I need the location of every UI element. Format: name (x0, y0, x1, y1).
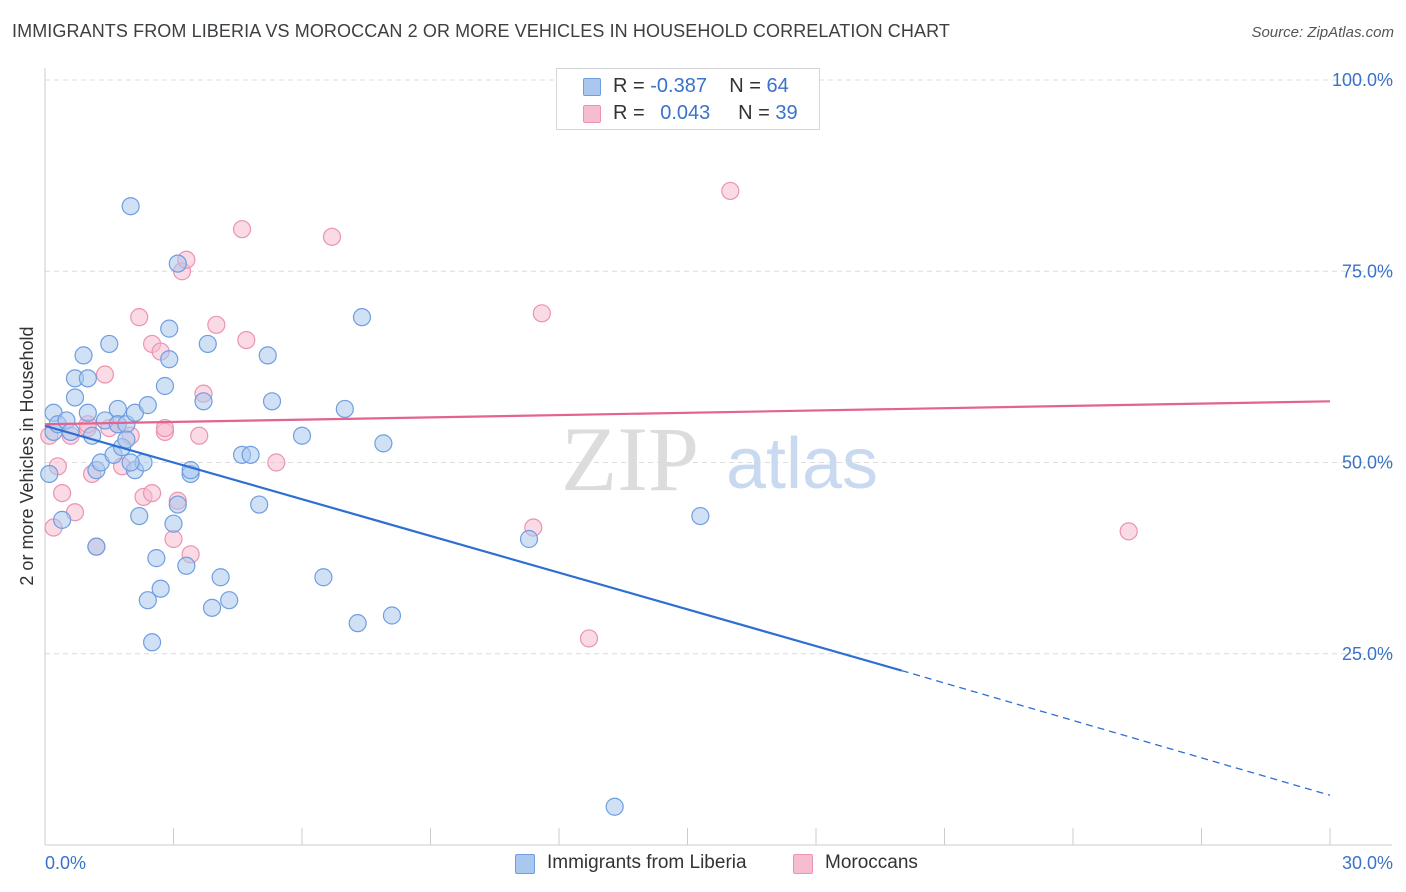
liberia-point (130, 506, 149, 526)
liberia-point (168, 254, 187, 273)
watermark-atlas: atlas (726, 424, 878, 504)
y-tick-label: 75.0% (1342, 261, 1393, 281)
moroccans-point (190, 426, 209, 445)
r-value: 0.043 (660, 102, 711, 124)
liberia-point (147, 549, 166, 568)
liberia-point (194, 392, 213, 411)
liberia-point (348, 614, 367, 633)
liberia-legend-swatch (515, 854, 535, 874)
liberia-point (258, 346, 277, 365)
grid-layer (45, 79, 1392, 655)
y-axis-title: 2 or more Vehicles in Household (17, 326, 37, 585)
liberia-point (382, 606, 402, 625)
liberia-point (53, 510, 72, 529)
moroccans-trend-line (44, 400, 1331, 426)
moroccans-point (142, 484, 162, 503)
liberia-point (138, 396, 157, 415)
n-value: 64 (766, 75, 789, 97)
liberia-point (155, 376, 175, 396)
y-tick-label: 50.0% (1342, 453, 1393, 473)
moroccans-point (95, 365, 115, 384)
liberia-point (198, 334, 217, 354)
liberia-point (142, 633, 162, 652)
liberia-point (40, 464, 59, 484)
source-label: Source: ZipAtlas.com (1251, 24, 1394, 41)
liberia-point (78, 403, 97, 422)
liberia-point (121, 453, 140, 472)
liberia-point (335, 399, 354, 419)
moroccans-point (579, 629, 599, 648)
n-label: N = (738, 102, 770, 124)
moroccans-legend-swatch (793, 854, 813, 874)
trend-layer (44, 400, 1331, 796)
r-label: R = (613, 102, 645, 124)
liberia-point (352, 308, 372, 327)
liberia-point (314, 568, 333, 587)
tick-label-layer: 25.0% 50.0% 75.0% 100.0% 0.0% 30.0% (45, 70, 1393, 873)
moroccans-point (1119, 522, 1138, 541)
y-tick-label: 25.0% (1342, 644, 1393, 664)
liberia-point (138, 591, 157, 610)
moroccans-point (164, 529, 183, 549)
liberia-point (121, 197, 140, 216)
y-tick-label: 100.0% (1332, 70, 1393, 90)
n-value: 39 (775, 102, 798, 124)
liberia-point (519, 529, 539, 549)
moroccans-point (53, 484, 72, 503)
liberia-point (160, 319, 179, 338)
moroccans-point (207, 315, 226, 334)
liberia-point (292, 426, 312, 445)
moroccans-point (155, 418, 175, 438)
liberia-point (65, 388, 85, 407)
moroccans-point (237, 331, 256, 350)
liberia-point (78, 369, 97, 388)
liberia-point (168, 495, 187, 514)
liberia-point (74, 346, 93, 365)
liberia-point (117, 430, 136, 449)
moroccans-point (130, 308, 149, 327)
chart-title: IMMIGRANTS FROM LIBERIA VS MOROCCAN 2 OR… (12, 21, 950, 41)
legend-label: Immigrants from Liberia (547, 852, 747, 873)
liberia-point (605, 797, 624, 816)
r-label: R = (613, 75, 645, 97)
points-layer (40, 181, 1138, 816)
liberia-point (164, 514, 183, 533)
liberia-point (220, 591, 239, 610)
watermark: ZIP atlas (561, 408, 878, 510)
moroccans-point (721, 181, 740, 201)
stats-legend: R = -0.387 N = 64 R = 0.043 N = 39 (556, 68, 820, 130)
liberia-point (211, 568, 230, 587)
axis-layer (44, 68, 1392, 846)
liberia-point (151, 579, 170, 598)
liberia-point (100, 334, 119, 354)
liberia-trend-extension (901, 669, 1331, 796)
liberia-trend-line (44, 424, 902, 672)
moroccans-point (322, 227, 342, 246)
liberia-point (202, 598, 222, 617)
moroccans-point (232, 220, 252, 239)
x-tick-label: 30.0% (1342, 853, 1393, 873)
moroccans-point (267, 453, 286, 472)
liberia-point (691, 506, 710, 526)
moroccans-point (532, 304, 551, 323)
liberia-point (160, 350, 179, 369)
liberia-point (241, 445, 260, 464)
n-label: N = (729, 75, 761, 97)
liberia-point (108, 399, 127, 419)
x-tick-label: 0.0% (45, 853, 86, 873)
liberia-point (87, 537, 106, 556)
moroccans-swatch (583, 105, 601, 123)
watermark-zip: ZIP (561, 408, 699, 510)
liberia-point (250, 495, 269, 514)
liberia-point (262, 392, 282, 411)
legend-label: Moroccans (825, 852, 918, 873)
r-value: -0.387 (650, 75, 707, 97)
liberia-swatch (583, 78, 601, 96)
liberia-point (177, 556, 196, 575)
liberia-point (374, 434, 393, 453)
